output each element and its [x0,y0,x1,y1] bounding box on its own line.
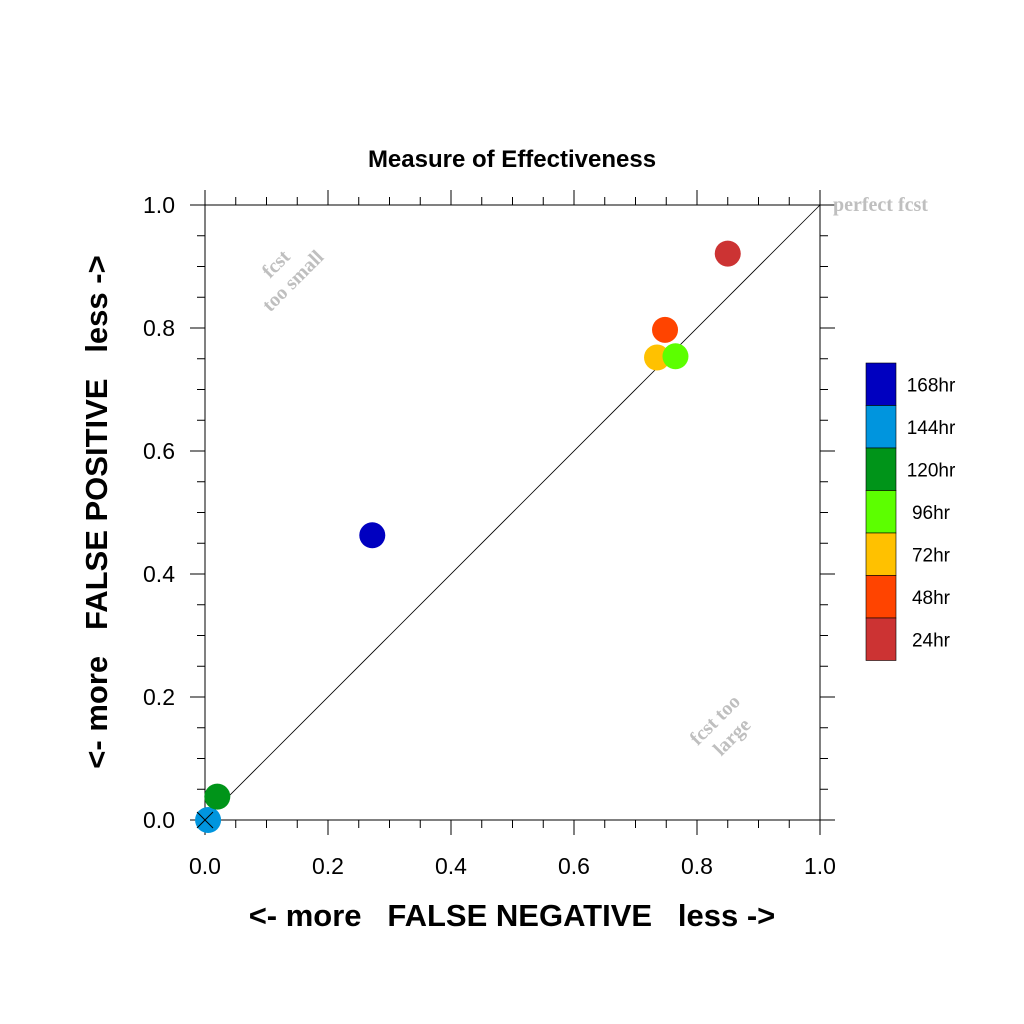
y-tick-label: 0.2 [143,684,175,710]
legend-swatch-96hr [865,490,897,534]
y-tick-label: 1.0 [143,192,175,218]
x-axis-title: <- more FALSE NEGATIVE less -> [249,898,776,933]
point-96hr [662,343,689,370]
point-72hr [644,344,671,371]
point-144hr [195,807,222,833]
annotation-perfect-fcst-line: perfect fcst [833,194,928,216]
legend-swatch-144hr [865,405,897,449]
y-tick-label: 0.0 [143,807,175,833]
origin-x-marker [196,811,214,829]
x-tick-label: 0.4 [435,853,467,879]
point-48hr [652,316,679,343]
y-tick-label: 0.4 [143,561,175,587]
axes: 0.0 0.2 0.4 0.6 0.8 1.0 0.0 0.2 0.4 0.6 0.8 1.0 [143,190,836,879]
legend-label-168hr: 168hr [907,375,956,396]
y-tick-label: 0.8 [143,315,175,341]
data-points [195,240,741,833]
x-tick-label: 0.8 [681,853,713,879]
x-tick-label: 1.0 [804,853,836,879]
legend-label-72hr: 72hr [912,545,951,566]
y-axis-title: <- more FALSE POSITIVE less -> [79,255,114,768]
x-tick-label: 0.2 [312,853,344,879]
legend-swatch-120hr [865,447,897,491]
legend-label-24hr: 24hr [912,630,951,651]
legend-swatch-72hr [865,532,897,576]
annotation-fcst-too-small: fcsttoo small [241,229,328,316]
x-tick-label: 0.6 [558,853,590,879]
legend-label-120hr: 120hr [907,460,956,481]
y-tick-label: 0.6 [143,438,175,464]
legend-swatch-24hr [865,617,897,661]
point-24hr [714,240,741,267]
legend: 168hr 144hr 120hr 96hr 72hr 48hr 24hr [865,362,956,661]
x-tick-label: 0.0 [189,853,221,879]
point-120hr [204,783,231,810]
legend-label-48hr: 48hr [912,588,951,609]
legend-label-96hr: 96hr [912,503,951,524]
legend-swatch-48hr [865,575,897,619]
perfect-forecast-diagonal [204,204,821,821]
annotation-perfect-fcst: perfect fcst [833,194,928,216]
chart-title: Measure of Effectiveness [368,146,656,173]
point-168hr [359,522,386,549]
legend-swatch-168hr [865,362,897,406]
annotation-fcst-too-large: fcst toolarge [686,691,762,767]
legend-label-144hr: 144hr [907,418,956,439]
